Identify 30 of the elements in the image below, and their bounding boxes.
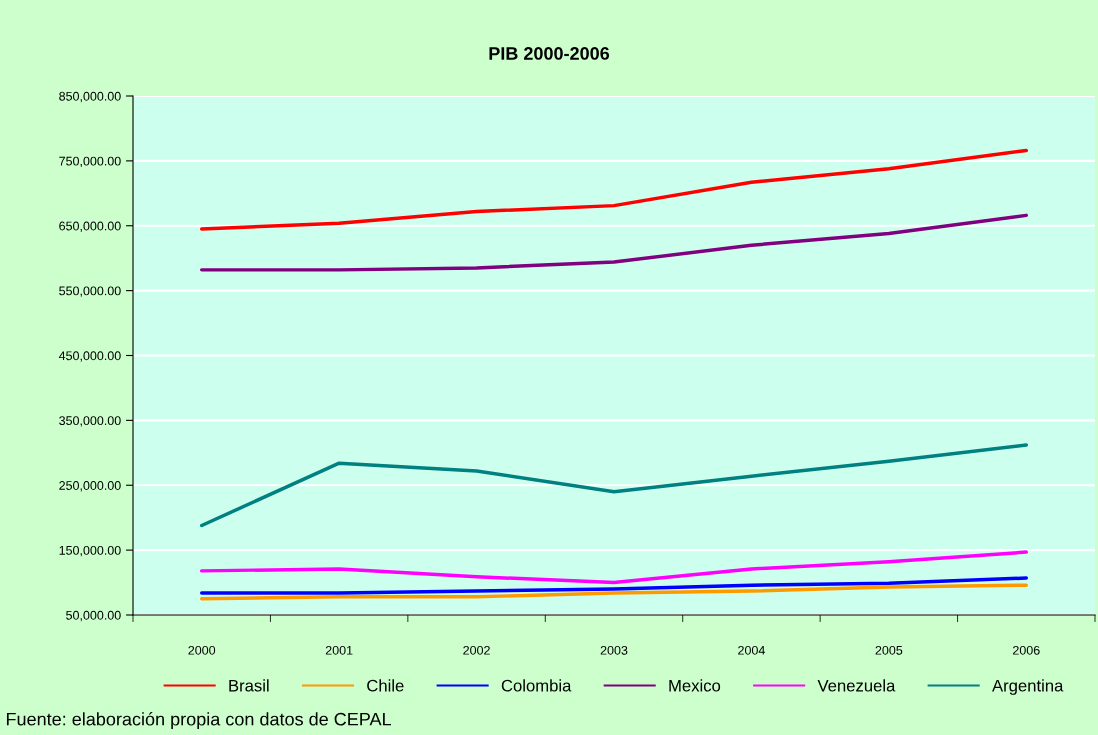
line-series [199, 213, 1029, 272]
line-series [199, 583, 1029, 601]
legend-label: Argentina [992, 679, 1064, 695]
y-tick-label: 450,000.00 [58, 351, 121, 362]
y-tick-label: 50,000.00 [66, 610, 121, 622]
legend-label: Mexico [669, 679, 721, 692]
legend-label: Venezuela [817, 679, 896, 692]
legend-label: Colombia [501, 679, 572, 692]
line-series [199, 550, 1029, 585]
y-tick-label: 850,000.00 [59, 91, 121, 103]
legend-label: Chile [367, 679, 404, 692]
y-tick-label: 150,000.00 [59, 545, 121, 557]
chart-title: PIB 2000-2006 [489, 47, 610, 60]
y-tick-label: 750,000.00 [59, 156, 121, 167]
x-tick-label: 2001 [325, 645, 353, 655]
y-tick-label: 250,000.00 [59, 481, 121, 492]
y-tick-label: 650,000.00 [59, 221, 121, 232]
y-tick-label: 350,000.00 [59, 416, 121, 427]
x-tick-label: 2006 [1013, 645, 1040, 655]
line-series [199, 576, 1029, 595]
x-tick-label: 2003 [600, 645, 628, 655]
x-tick-label: 2002 [463, 645, 490, 655]
y-tick-label: 550,000.00 [59, 286, 121, 297]
x-tick-label: 2000 [188, 645, 216, 655]
source-note: Fuente: elaboración propia con datos de CEPAL [6, 712, 391, 730]
legend-label: Brasil [229, 679, 269, 692]
line-series [199, 443, 1029, 528]
line-series [199, 148, 1029, 231]
x-tick-label: 2004 [738, 645, 765, 655]
x-tick-label: 2005 [875, 645, 903, 655]
